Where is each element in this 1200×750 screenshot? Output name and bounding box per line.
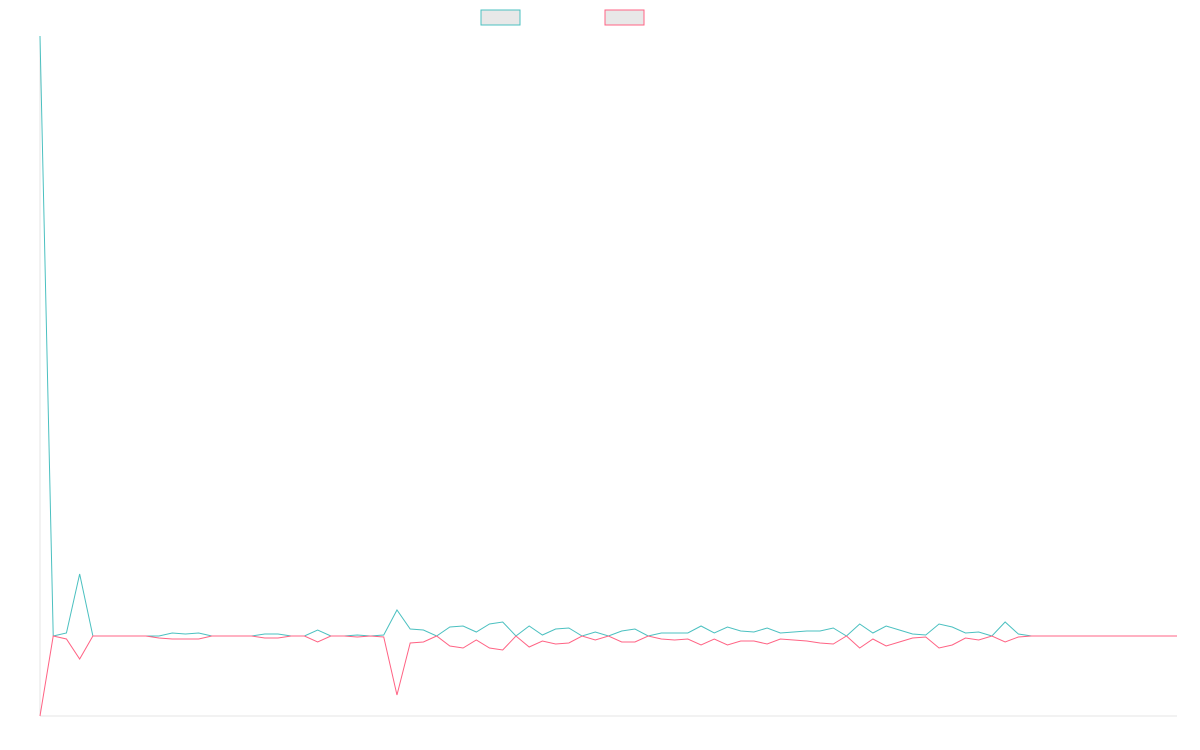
legend-item-1[interactable] <box>480 9 521 26</box>
legend-swatch-1 <box>480 9 521 26</box>
series-line-1 <box>39 35 1177 637</box>
series-layer <box>39 35 1177 717</box>
legend <box>480 9 645 26</box>
legend-swatch-2 <box>604 9 645 26</box>
axes <box>39 36 1177 717</box>
legend-item-2[interactable] <box>604 9 645 26</box>
series-line-2 <box>39 635 1177 717</box>
